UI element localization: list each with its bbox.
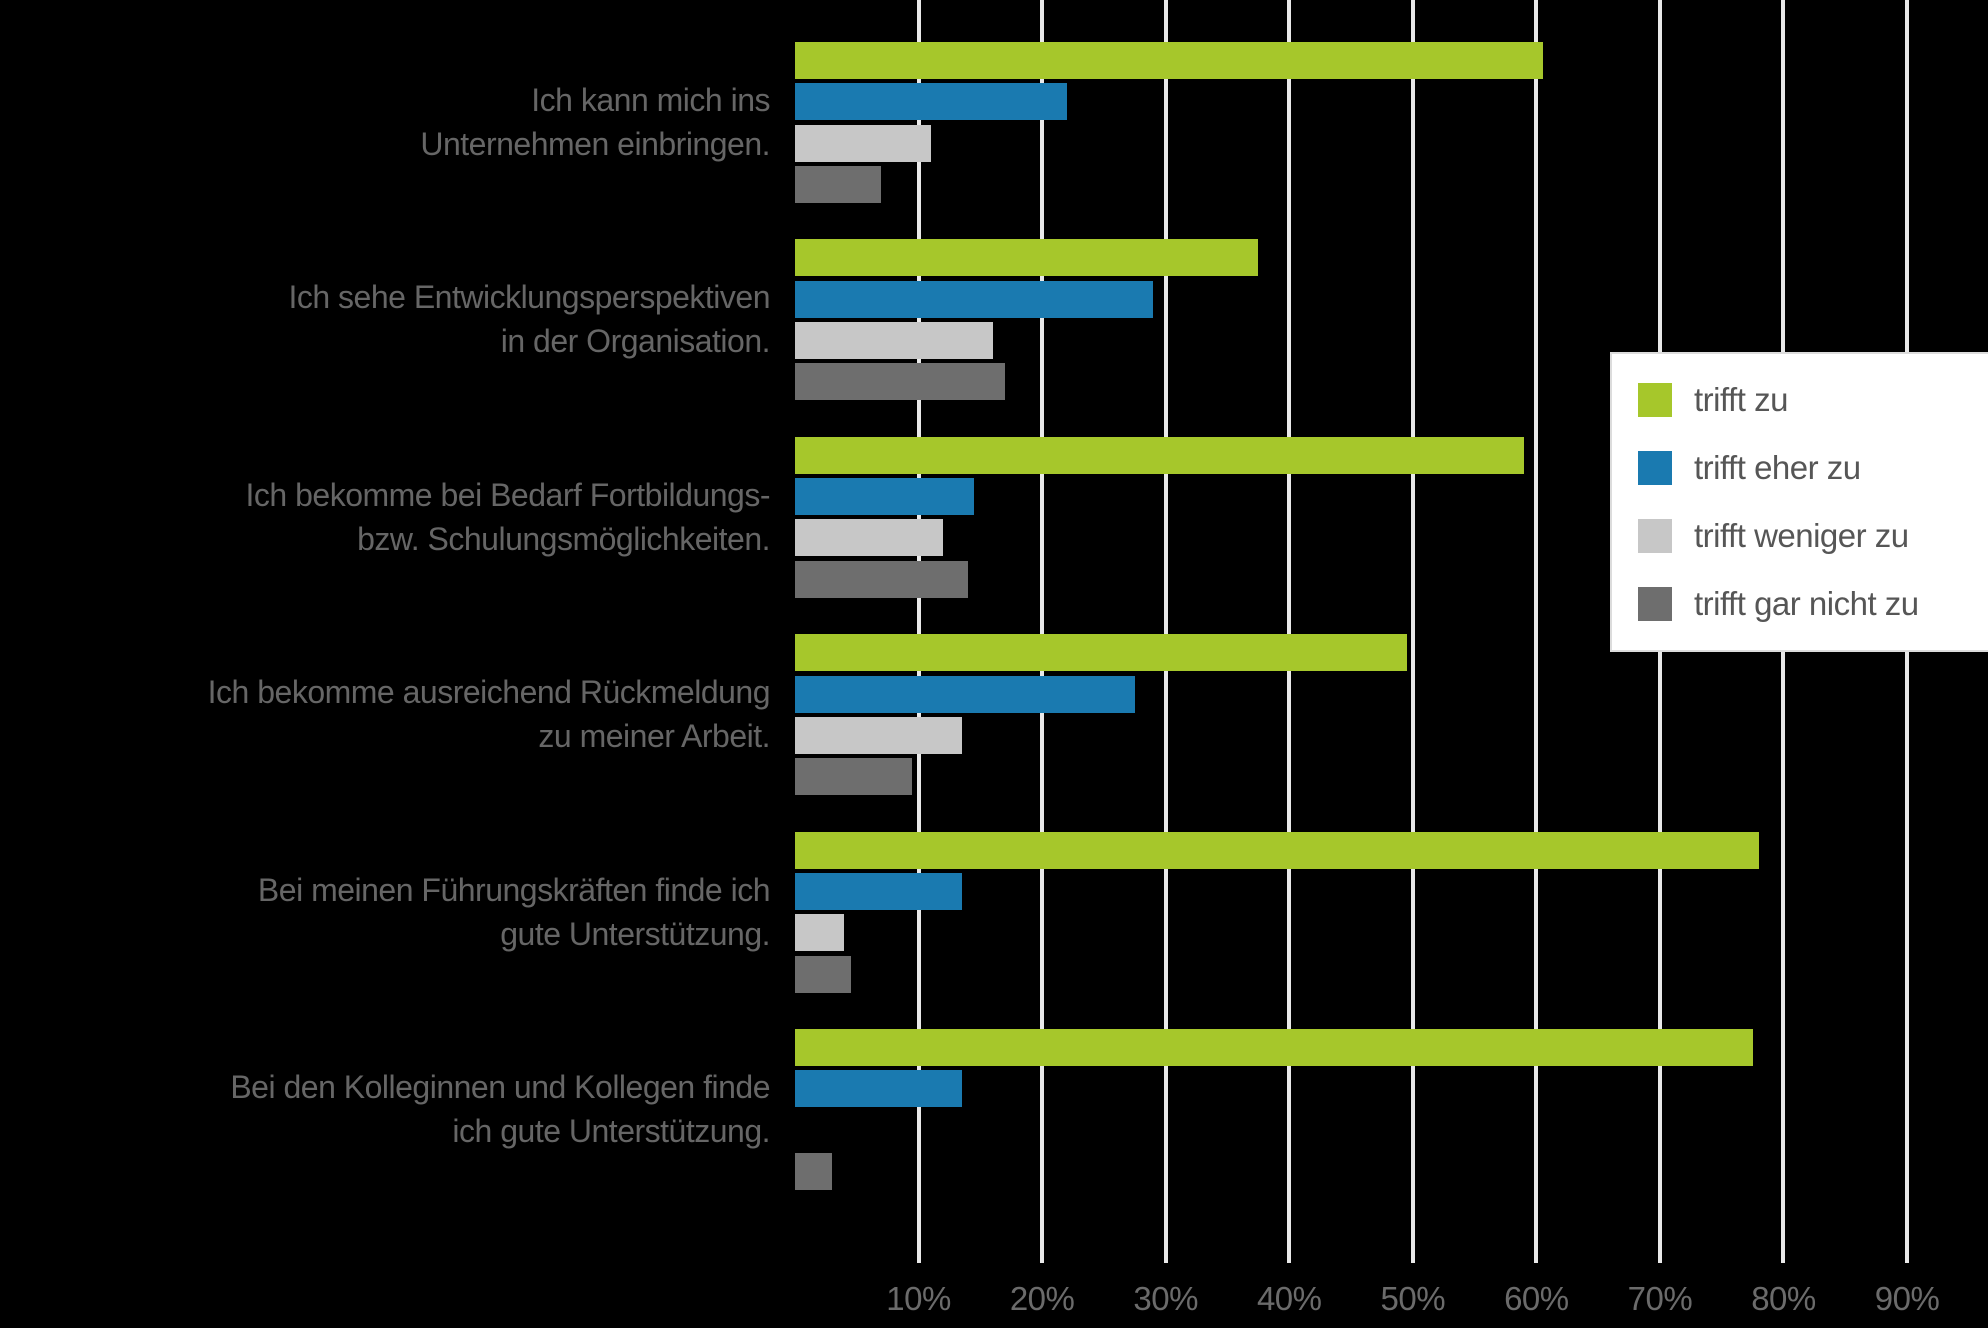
- bar: [795, 165, 882, 203]
- bar: [795, 280, 1154, 318]
- bar: [795, 1152, 833, 1190]
- legend-label: trifft eher zu: [1694, 449, 1861, 486]
- row-label-line: in der Organisation.: [500, 323, 771, 360]
- legend-label: trifft zu: [1694, 381, 1788, 418]
- legend-item: trifft gar nicht zu: [1638, 585, 1968, 623]
- tick-label: 80%: [1751, 1280, 1816, 1317]
- row-label: Ich bekomme bei Bedarf Fortbildungs-bzw.…: [0, 473, 771, 561]
- grid-line: [916, 0, 921, 1263]
- tick-label: 70%: [1627, 1280, 1693, 1317]
- legend-swatch-trifft-gar-nicht-zu: [1638, 587, 1672, 621]
- row-label-line: Ich sehe Entwicklungsperspektiven: [288, 279, 770, 316]
- row-label-line: ich gute Unterstützung.: [452, 1113, 770, 1149]
- row-label: Bei meinen Führungskräften finde ich gute…: [0, 868, 771, 956]
- row-label-line: Ich bekomme ausreichend Rückmeldung: [207, 674, 771, 711]
- tick-label: 40%: [1256, 1280, 1322, 1317]
- grid-line: [1410, 0, 1415, 1263]
- row-label: Ich kann mich ins Unternehmen einbringen.: [0, 78, 770, 166]
- bar: [795, 716, 962, 754]
- bar: [795, 758, 913, 796]
- row-label-line: Unternehmen einbringen.: [420, 126, 770, 162]
- tick-label: 50%: [1380, 1280, 1446, 1317]
- row-label-line: Bei meinen Führungskräften finde ich: [257, 871, 771, 908]
- row-label-line: bzw. Schulungsmöglichkeiten.: [357, 520, 770, 557]
- bar: [795, 478, 975, 516]
- row-label: Bei den Kolleginnen und Kollegen finde ic…: [0, 1065, 770, 1153]
- bar: [795, 1029, 1753, 1066]
- tick-label: 90%: [1874, 1280, 1940, 1317]
- bar: [795, 322, 993, 359]
- tick-label: 60%: [1504, 1280, 1569, 1317]
- legend-label: trifft gar nicht zu: [1694, 585, 1919, 622]
- row-label-line: Ich bekomme bei Bedarf Fortbildungs-: [245, 476, 771, 513]
- bar: [795, 42, 1543, 79]
- grid-line: [1534, 0, 1539, 1263]
- legend-swatch-trifft-weniger-zu: [1638, 519, 1672, 553]
- legend-swatch-trifft-zu: [1638, 383, 1672, 417]
- bar: [795, 560, 968, 598]
- tick-label: 10%: [886, 1280, 951, 1317]
- row-label-line: Bei den Kolleginnen und Kollegen finde: [230, 1069, 770, 1105]
- row-label-line: gute Unterstützung.: [500, 915, 770, 952]
- bar: [795, 831, 1759, 869]
- row-label: Ich bekomme ausreichend Rückmeldung zu me…: [0, 670, 771, 758]
- tick-label: 20%: [1009, 1280, 1075, 1317]
- legend-label: trifft weniger zu: [1694, 517, 1909, 554]
- tick-label: 30%: [1133, 1280, 1198, 1317]
- row-label-line: Ich kann mich ins: [531, 82, 770, 118]
- row-label-line: zu meiner Arbeit.: [538, 718, 770, 755]
- bar: [795, 955, 851, 993]
- bar: [795, 1070, 962, 1108]
- bar: [795, 436, 1524, 474]
- row-label: Ich sehe Entwicklungsperspektiven in der …: [0, 275, 770, 363]
- bar: [795, 914, 845, 952]
- bar: [795, 239, 1259, 277]
- legend-item: trifft eher zu: [1638, 449, 1968, 487]
- bar: [795, 634, 1407, 672]
- bar: [795, 675, 1135, 713]
- bar: [795, 872, 962, 910]
- grid-line: [1287, 0, 1292, 1263]
- bar: [795, 124, 931, 162]
- grid-line: [1163, 0, 1168, 1263]
- legend-item: trifft weniger zu: [1638, 517, 1968, 555]
- bar: [795, 363, 1006, 401]
- legend-item: trifft zu: [1638, 381, 1968, 419]
- bar: [795, 519, 944, 557]
- plot-area: [795, 0, 1988, 1263]
- bar: [795, 83, 1067, 121]
- legend: trifft zu trifft eher zu trifft weniger …: [1610, 352, 1988, 652]
- grid-line: [1040, 0, 1045, 1263]
- legend-swatch-trifft-eher-zu: [1638, 451, 1672, 485]
